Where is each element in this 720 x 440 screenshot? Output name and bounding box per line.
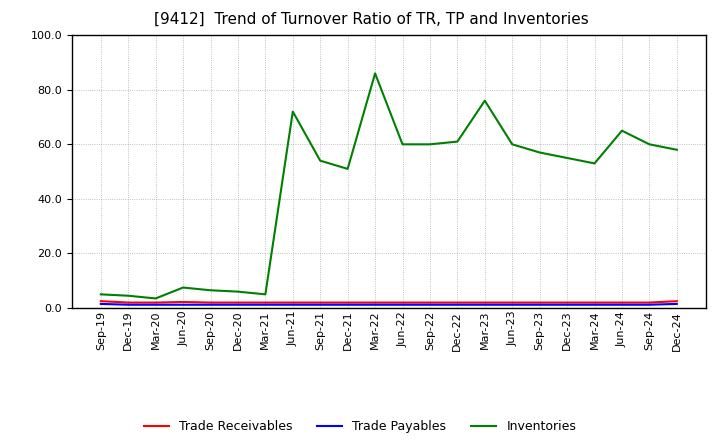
Trade Receivables [261,300,270,305]
Trade Payables [453,302,462,308]
Trade Receivables [618,300,626,305]
Inventories [316,158,325,163]
Inventories [233,289,242,294]
Trade Receivables [124,300,132,305]
Inventories [179,285,187,290]
Line: Inventories: Inventories [101,73,677,298]
Inventories [618,128,626,133]
Legend: Trade Receivables, Trade Payables, Inventories: Trade Receivables, Trade Payables, Inven… [139,415,581,438]
Inventories [371,71,379,76]
Trade Payables [480,302,489,308]
Trade Payables [343,302,352,308]
Inventories [453,139,462,144]
Trade Receivables [398,300,407,305]
Trade Receivables [343,300,352,305]
Trade Payables [261,302,270,308]
Trade Payables [371,302,379,308]
Inventories [124,293,132,298]
Trade Payables [398,302,407,308]
Trade Receivables [563,300,572,305]
Inventories [151,296,160,301]
Trade Payables [645,302,654,308]
Text: [9412]  Trend of Turnover Ratio of TR, TP and Inventories: [9412] Trend of Turnover Ratio of TR, TP… [154,12,589,27]
Trade Payables [316,302,325,308]
Inventories [206,288,215,293]
Trade Payables [179,302,187,308]
Trade Receivables [536,300,544,305]
Trade Receivables [453,300,462,305]
Inventories [398,142,407,147]
Inventories [563,155,572,161]
Trade Payables [618,302,626,308]
Inventories [508,142,516,147]
Trade Receivables [371,300,379,305]
Trade Receivables [316,300,325,305]
Inventories [96,292,105,297]
Trade Payables [563,302,572,308]
Trade Receivables [96,299,105,304]
Trade Receivables [426,300,434,305]
Trade Payables [124,302,132,308]
Trade Payables [206,302,215,308]
Inventories [343,166,352,172]
Inventories [261,292,270,297]
Inventories [536,150,544,155]
Trade Receivables [233,300,242,305]
Trade Receivables [508,300,516,305]
Inventories [672,147,681,152]
Trade Payables [289,302,297,308]
Trade Receivables [179,299,187,304]
Trade Payables [590,302,599,308]
Line: Trade Receivables: Trade Receivables [101,301,677,303]
Trade Receivables [206,300,215,305]
Trade Receivables [480,300,489,305]
Inventories [480,98,489,103]
Trade Receivables [151,300,160,305]
Inventories [645,142,654,147]
Trade Payables [151,302,160,308]
Trade Payables [672,301,681,307]
Trade Receivables [672,299,681,304]
Trade Receivables [590,300,599,305]
Inventories [590,161,599,166]
Trade Receivables [289,300,297,305]
Inventories [289,109,297,114]
Trade Payables [233,302,242,308]
Line: Trade Payables: Trade Payables [101,304,677,305]
Trade Payables [508,302,516,308]
Trade Payables [536,302,544,308]
Trade Payables [426,302,434,308]
Trade Payables [96,301,105,307]
Trade Receivables [645,300,654,305]
Inventories [426,142,434,147]
